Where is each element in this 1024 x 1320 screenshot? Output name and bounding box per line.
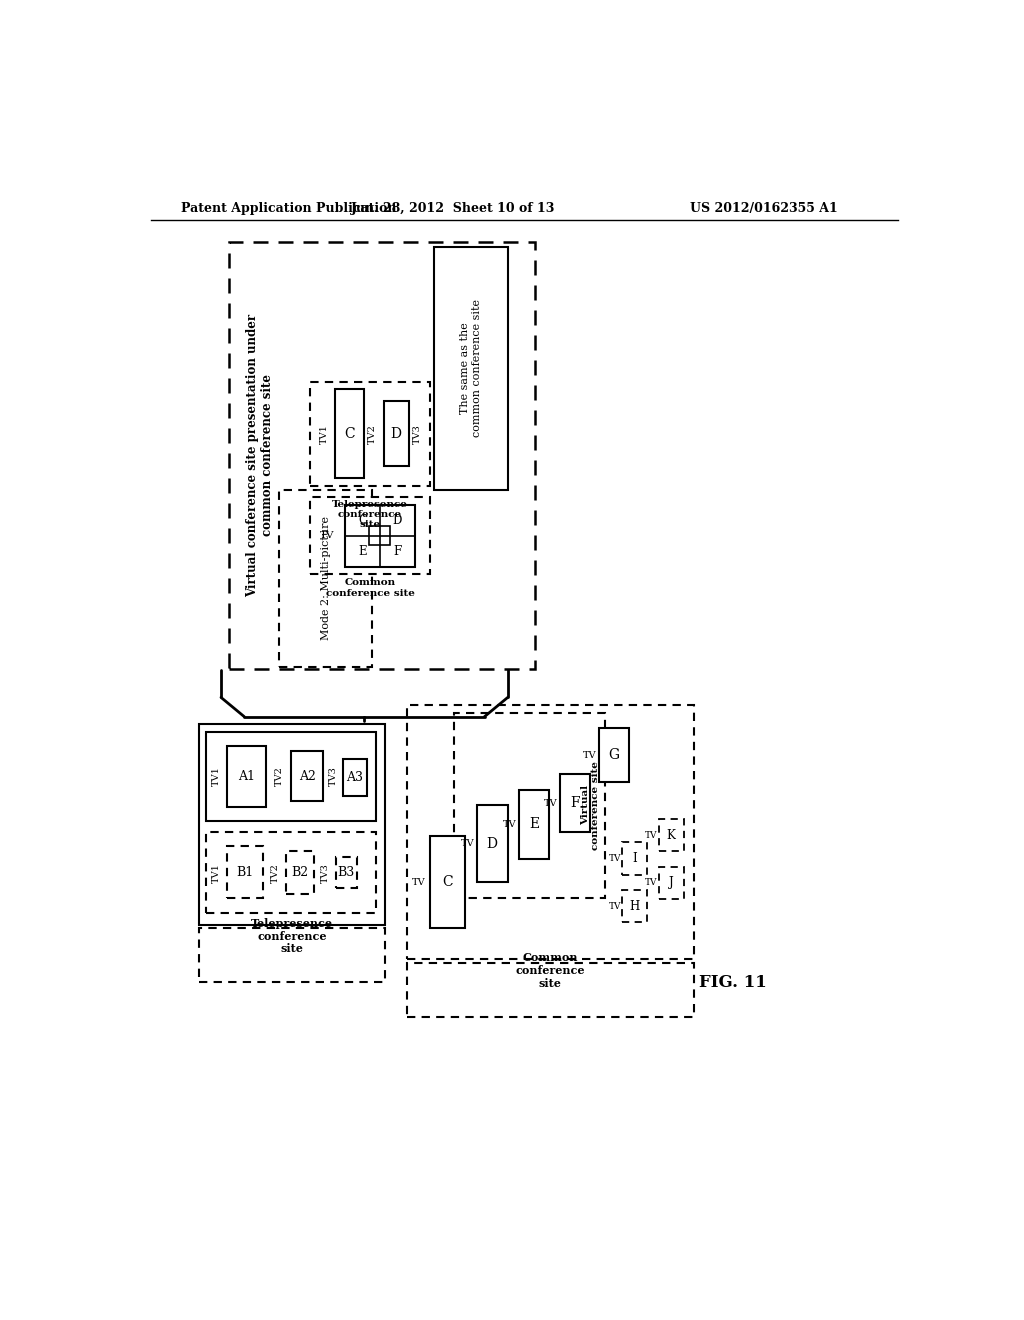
Text: J: J [669, 876, 674, 890]
Text: D: D [392, 513, 402, 527]
Bar [291, 751, 324, 801]
Bar [227, 746, 266, 807]
Text: TV3: TV3 [322, 863, 330, 883]
Text: B1: B1 [237, 866, 254, 879]
Text: Virtual
conference site: Virtual conference site [581, 760, 600, 850]
Text: TV: TV [412, 878, 425, 887]
Text: TV2: TV2 [368, 424, 377, 444]
Text: Common
conference site: Common conference site [326, 578, 415, 598]
Text: TV1: TV1 [212, 863, 221, 883]
Text: US 2012/0162355 A1: US 2012/0162355 A1 [689, 202, 838, 215]
Bar [310, 498, 430, 574]
Text: F: F [393, 545, 401, 557]
Bar [519, 789, 549, 859]
Text: D: D [486, 837, 498, 850]
Text: Mode 2: Multi-picture: Mode 2: Multi-picture [321, 516, 331, 640]
Text: A1: A1 [238, 770, 255, 783]
Bar [345, 504, 415, 566]
Bar [200, 928, 385, 982]
Bar [310, 381, 430, 486]
Text: TV2: TV2 [270, 863, 280, 883]
Bar [623, 890, 647, 923]
Text: Common
conference
site: Common conference site [516, 953, 585, 989]
Text: FIG. 11: FIG. 11 [698, 974, 766, 991]
Text: B2: B2 [292, 866, 308, 879]
Text: C: C [344, 426, 355, 441]
Text: TV1: TV1 [319, 424, 329, 444]
Bar [335, 389, 365, 478]
Bar [560, 775, 590, 832]
Bar [206, 733, 376, 821]
Bar [454, 713, 604, 898]
Text: K: K [667, 829, 676, 842]
Bar [370, 527, 390, 545]
Bar [200, 725, 385, 924]
Bar [206, 832, 376, 913]
Text: G: G [608, 748, 620, 762]
Text: Virtual conference site presentation under
common conference site: Virtual conference site presentation und… [246, 314, 273, 597]
Bar [407, 964, 693, 1016]
Text: TV: TV [645, 830, 657, 840]
Bar [407, 705, 693, 960]
Text: Patent Application Publication: Patent Application Publication [180, 202, 396, 215]
Text: Telepresence
conference
site: Telepresence conference site [251, 917, 333, 954]
Text: E: E [358, 545, 367, 557]
Bar [343, 759, 367, 796]
Text: B3: B3 [338, 866, 354, 879]
Text: A2: A2 [299, 770, 315, 783]
Bar [658, 818, 684, 851]
Bar [336, 857, 356, 887]
Text: C: C [358, 513, 367, 527]
Text: TV1: TV1 [212, 767, 221, 787]
Text: TV3: TV3 [329, 767, 338, 787]
Bar [434, 247, 508, 490]
Text: I: I [633, 851, 637, 865]
Text: TV: TV [583, 751, 597, 759]
Text: Jun. 28, 2012  Sheet 10 of 13: Jun. 28, 2012 Sheet 10 of 13 [351, 202, 556, 215]
Text: TV2: TV2 [274, 767, 284, 787]
Text: TV3: TV3 [413, 424, 422, 444]
Text: E: E [529, 817, 540, 832]
Bar [623, 842, 647, 875]
Text: TV: TV [545, 799, 558, 808]
Bar [280, 490, 372, 667]
Bar [430, 836, 465, 928]
Text: Telepresence
conference
site: Telepresence conference site [332, 499, 409, 529]
Bar [658, 867, 684, 899]
Bar [286, 851, 314, 894]
Text: TV: TV [503, 820, 517, 829]
Text: H: H [630, 899, 640, 912]
Text: A3: A3 [346, 771, 364, 784]
Text: D: D [390, 426, 401, 441]
Text: TV: TV [645, 879, 657, 887]
Text: TV: TV [319, 531, 335, 540]
Text: TV: TV [608, 854, 621, 863]
Text: TV: TV [461, 840, 474, 849]
Text: TV: TV [608, 902, 621, 911]
Bar [227, 846, 263, 899]
Text: F: F [570, 796, 580, 810]
Bar [599, 729, 629, 781]
Text: C: C [442, 875, 453, 890]
Text: The same as the
common conference site: The same as the common conference site [460, 300, 481, 437]
Bar [477, 805, 508, 882]
Bar [384, 401, 409, 466]
Bar [228, 242, 535, 669]
